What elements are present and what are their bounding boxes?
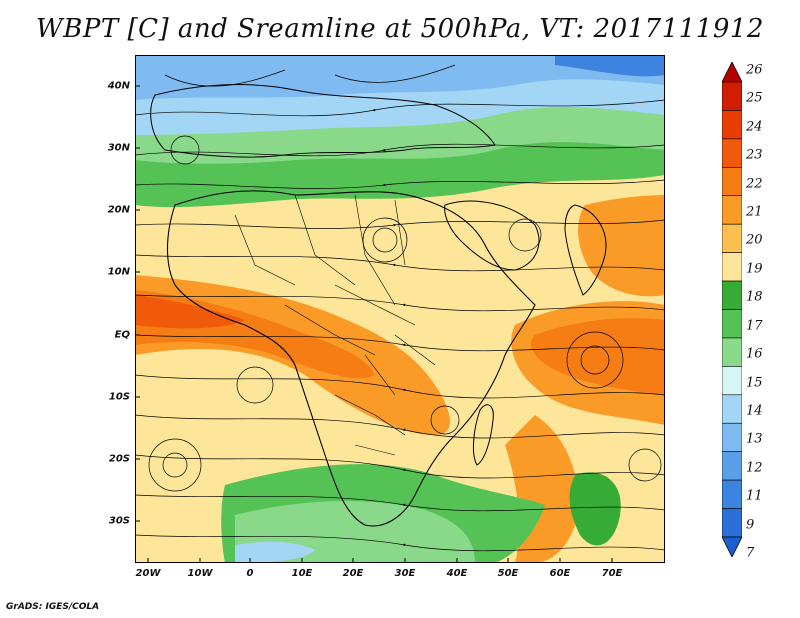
- colorbar-label: 25: [746, 90, 763, 106]
- lat-label-10s: 10S: [108, 391, 130, 403]
- lat-label-eq: EQ: [114, 329, 130, 341]
- colorbar-label: 9: [746, 517, 755, 533]
- colorbar-swatch: [722, 223, 742, 253]
- wbpt-streamline-map: [135, 55, 665, 563]
- colorbar-label: 22: [746, 176, 763, 192]
- colorbar-label: 26: [746, 62, 763, 78]
- country-borders: [234, 194, 436, 456]
- colorbar-top-arrow: [722, 62, 742, 83]
- colorbar-swatch: [722, 394, 742, 424]
- lat-label-30n: 30N: [107, 142, 130, 154]
- lon-label-70e: 70E: [601, 568, 623, 579]
- colorbar-swatch: [722, 195, 742, 225]
- colorbar-swatch: [722, 138, 742, 168]
- lat-label-30s: 30S: [108, 515, 130, 527]
- coastline-africa: [166, 190, 536, 527]
- field-darkblue-ne: [555, 55, 665, 77]
- colorbar-label: 21: [746, 204, 763, 220]
- lon-label-50e: 50E: [497, 568, 519, 579]
- colorbar-label: 13: [746, 431, 763, 447]
- lon-label-30e: 30E: [394, 568, 416, 579]
- colorbar-label: 16: [746, 346, 763, 362]
- colorbar-swatch: [722, 81, 742, 111]
- field-blue-north: [135, 55, 665, 100]
- lat-label-20s: 20S: [108, 453, 130, 465]
- colorbar: [722, 62, 742, 557]
- lon-label-10e: 10E: [291, 568, 313, 579]
- field-darkorange-east: [531, 318, 665, 395]
- colorbar-swatch: [722, 280, 742, 310]
- coastline-europe: [150, 84, 496, 158]
- lat-label-40n: 40N: [107, 80, 130, 92]
- coastline-madagascar: [472, 404, 494, 466]
- colorbar-label: 18: [746, 289, 763, 305]
- colorbar-swatch: [722, 479, 742, 509]
- lon-label-20w: 20W: [135, 568, 161, 579]
- colorbar-bottom-arrow: [722, 536, 742, 557]
- colorbar-label: 7: [746, 545, 755, 561]
- coastline-arabia: [444, 200, 540, 271]
- lon-label-10w: 10W: [187, 568, 213, 579]
- colorbar-label: 24: [746, 119, 763, 135]
- map-title: WBPT [C] and Sreamline at 500hPa, VT: 20…: [36, 14, 764, 44]
- colorbar-label: 15: [746, 375, 763, 391]
- colorbar-swatch: [722, 451, 742, 481]
- colorbar-label: 23: [746, 147, 763, 163]
- colorbar-swatch: [722, 309, 742, 339]
- lon-label-0: 0: [246, 568, 254, 579]
- lon-label-60e: 60E: [549, 568, 571, 579]
- colorbar-swatch: [722, 252, 742, 282]
- colorbar-swatch: [722, 110, 742, 140]
- grads-credit: GrADS: IGES/COLA: [6, 602, 100, 612]
- streamlines: [135, 64, 665, 552]
- field-green-se-eddy: [569, 472, 621, 546]
- colorbar-label: 12: [746, 460, 763, 476]
- lat-label-20n: 20N: [107, 204, 130, 216]
- colorbar-swatch: [722, 366, 742, 396]
- field-lightblue-south: [235, 541, 315, 563]
- lat-label-10n: 10N: [107, 266, 130, 278]
- colorbar-swatch: [722, 337, 742, 367]
- coastline-india: [564, 204, 607, 296]
- colorbar-label: 17: [746, 318, 763, 334]
- colorbar-swatch: [722, 422, 742, 452]
- lon-label-20e: 20E: [342, 568, 364, 579]
- colorbar-label: 19: [746, 261, 763, 277]
- colorbar-label: 14: [746, 403, 763, 419]
- colorbar-swatch: [722, 508, 742, 538]
- colorbar-label: 20: [746, 232, 763, 248]
- field-red-equator-west: [135, 295, 245, 329]
- colorbar-swatch: [722, 167, 742, 197]
- colorbar-label: 11: [746, 488, 763, 504]
- lon-label-40e: 40E: [446, 568, 468, 579]
